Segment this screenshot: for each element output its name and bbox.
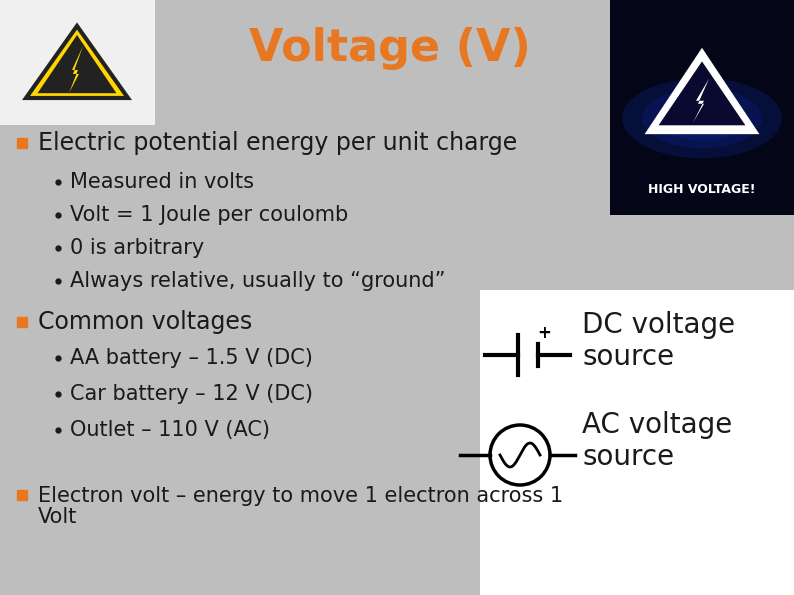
Polygon shape bbox=[645, 48, 759, 134]
Text: DC voltage
source: DC voltage source bbox=[582, 311, 735, 371]
Text: +: + bbox=[537, 324, 551, 342]
Text: Car battery – 12 V (DC): Car battery – 12 V (DC) bbox=[70, 384, 313, 404]
Text: AC voltage
source: AC voltage source bbox=[582, 411, 732, 471]
Text: HIGH VOLTAGE!: HIGH VOLTAGE! bbox=[648, 183, 756, 196]
FancyBboxPatch shape bbox=[610, 0, 794, 215]
Text: Measured in volts: Measured in volts bbox=[70, 172, 254, 192]
Polygon shape bbox=[26, 26, 128, 98]
Text: Volt: Volt bbox=[38, 507, 77, 527]
FancyBboxPatch shape bbox=[0, 0, 155, 125]
Text: 0 is arbitrary: 0 is arbitrary bbox=[70, 238, 204, 258]
Polygon shape bbox=[69, 46, 83, 93]
Text: Electric potential energy per unit charge: Electric potential energy per unit charg… bbox=[38, 131, 517, 155]
Text: Common voltages: Common voltages bbox=[38, 310, 252, 334]
Ellipse shape bbox=[622, 79, 782, 158]
Polygon shape bbox=[658, 61, 746, 126]
Ellipse shape bbox=[657, 96, 747, 141]
Text: AA battery – 1.5 V (DC): AA battery – 1.5 V (DC) bbox=[70, 348, 313, 368]
Text: Outlet – 110 V (AC): Outlet – 110 V (AC) bbox=[70, 420, 270, 440]
Text: Electron volt – energy to move 1 electron across 1: Electron volt – energy to move 1 electro… bbox=[38, 486, 563, 506]
Ellipse shape bbox=[642, 88, 762, 148]
Polygon shape bbox=[37, 35, 117, 93]
Text: Volt = 1 Joule per coulomb: Volt = 1 Joule per coulomb bbox=[70, 205, 349, 225]
Text: Always relative, usually to “ground”: Always relative, usually to “ground” bbox=[70, 271, 445, 291]
Polygon shape bbox=[693, 79, 709, 123]
FancyBboxPatch shape bbox=[480, 290, 794, 595]
Text: Voltage (V): Voltage (V) bbox=[249, 27, 531, 70]
